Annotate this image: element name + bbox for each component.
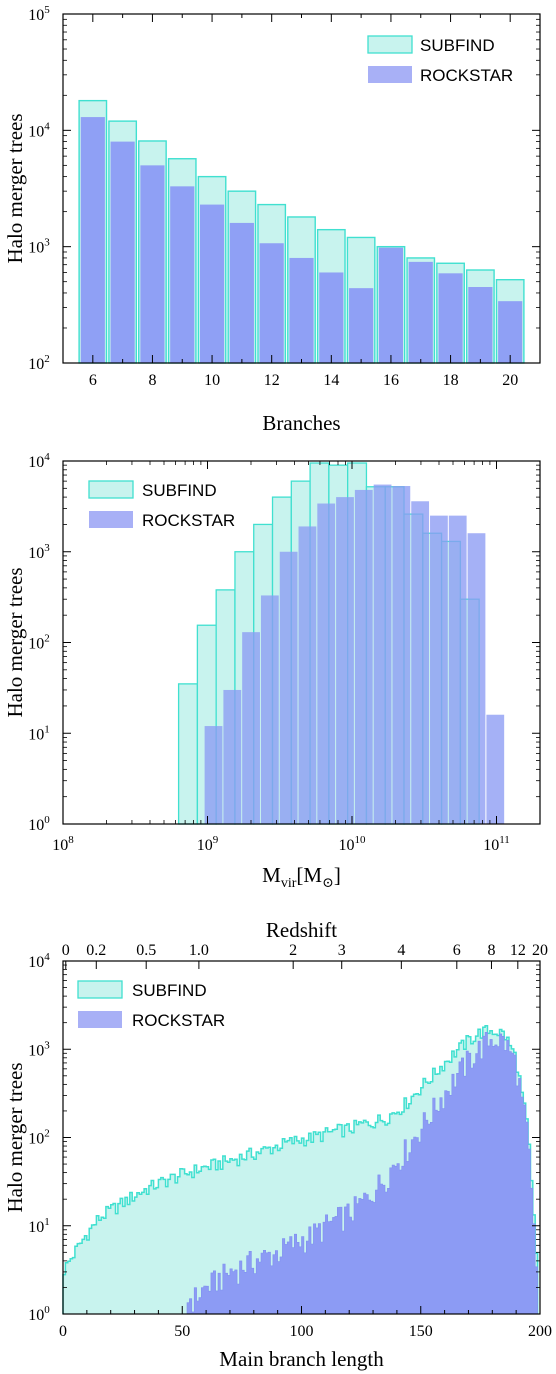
x-tick-label: 8 [148,372,156,389]
bar-rockstar [80,117,105,363]
area-rockstar [63,1032,538,1315]
bar-rockstar [392,486,411,824]
y-tick-label: 104 [28,951,50,971]
bar-rockstar [408,261,433,363]
y-tick-label: 103 [28,237,50,257]
x2-tick-label: 0 [62,942,70,959]
bar-rockstar [336,497,354,824]
bar-rockstar [140,165,165,363]
x-tick-label: 150 [409,1323,433,1340]
y-tick-label: 102 [28,353,50,373]
bar-rockstar [289,257,314,363]
bar-rockstar [430,515,448,824]
x2-tick-label: 4 [397,942,405,959]
x-axis-label: Mvir[M⊙] [262,863,341,891]
x-tick-label: 200 [528,1323,552,1340]
y-axis-label: Halo merger trees [3,567,27,717]
bar-rockstar [110,141,135,363]
y-axis-label: Halo merger trees [3,1062,27,1212]
bar-rockstar [354,489,373,824]
x2-tick-label: 20 [532,942,548,959]
x-axis-label: Main branch length [219,1347,384,1371]
legend-swatch-subfind [367,35,413,54]
bar-rockstar [199,204,225,363]
x-axis-label: Branches [262,411,340,435]
x-tick-label: 50 [174,1323,190,1340]
bar-rockstar [448,515,467,824]
x-tick-label: 109 [197,834,219,854]
x-tick-label: 0 [59,1323,67,1340]
y-tick-label: 104 [28,120,50,140]
legend-swatch-rockstar [368,66,412,83]
x-tick-label: 18 [443,372,459,389]
legend-label-rockstar: ROCKSTAR [420,66,513,85]
legend-label-subfind: SUBFIND [132,981,207,1000]
bar-rockstar [298,526,317,824]
y-tick-label: 100 [28,814,50,834]
bar-rockstar [411,501,430,824]
bar-rockstar [229,222,254,363]
x2-tick-label: 0.2 [86,942,106,959]
mass-panel: 108 109 1010 1011 100 101 102 103 104 Mvir[M⊙] Hal… [3,451,541,891]
y-tick-label: 104 [28,451,50,471]
bar-rockstar [260,595,279,824]
x-tick-label: 1010 [339,834,367,854]
bar-rockstar [223,689,242,824]
bar-rockstar [373,484,392,824]
bar-rockstar [319,272,344,363]
bar-rockstar [259,243,284,363]
bar-rockstar [170,186,195,363]
bar-rockstar [242,632,260,824]
x-tick-label: 20 [502,372,518,389]
legend-swatch-rockstar [89,511,133,528]
x-tick-label: 14 [323,372,339,389]
bar-rockstar [468,287,493,363]
bar-rockstar [317,503,336,824]
y-tick-label: 100 [28,1304,50,1324]
bar-rockstar [378,247,404,363]
bar-rockstar [486,714,505,824]
x2-tick-label: 3 [338,942,346,959]
y-tick-label: 103 [28,542,50,562]
x2-tick-label: 6 [453,942,461,959]
bar-rockstar [438,273,463,363]
x-tick-label: 6 [89,372,97,389]
x2-tick-label: 2 [289,942,297,959]
x2-tick-label: 0.5 [136,942,156,959]
line-subfind [62,1024,539,1315]
y-tick-label: 103 [28,1039,50,1059]
branches-panel: 6 8 10 12 14 16 18 20 102 103 104 105 Branches Halo m… [3,4,541,435]
legend-swatch-subfind [77,980,123,999]
x-tick-label: 10 [204,372,220,389]
y-tick-label: 102 [28,1128,50,1148]
bar-rockstar [498,301,523,363]
main-branch-panel: 0 50 100 150 200 Main branch length 0 0.2 0.5 1.0… [3,918,552,1371]
x2-axis-label: Redshift [266,918,337,942]
legend-label-rockstar: ROCKSTAR [132,1011,225,1030]
bar-rockstar [204,726,223,824]
y-tick-label: 102 [28,633,50,653]
legend-swatch-rockstar [78,1011,122,1028]
x2-tick-label: 1.0 [189,942,209,959]
y-axis-label: Halo merger trees [3,113,27,263]
legend-label-subfind: SUBFIND [420,36,495,55]
x-tick-label: 100 [290,1323,314,1340]
bar-subfind [177,683,199,825]
y-tick-label: 101 [28,723,50,743]
x-tick-label: 108 [52,834,74,854]
bar-rockstar [467,533,486,824]
legend-label-subfind: SUBFIND [142,481,217,500]
x-tick-label: 16 [383,372,399,389]
x-tick-label: 12 [264,372,280,389]
y-tick-label: 101 [28,1216,50,1236]
legend-swatch-subfind [88,480,134,499]
legend-label-rockstar: ROCKSTAR [142,511,235,530]
x-tick-label: 1011 [483,834,510,854]
x2-tick-label: 12 [510,942,526,959]
y-tick-label: 105 [28,4,50,24]
x2-tick-label: 8 [487,942,495,959]
bar-rockstar [279,551,298,824]
bar-rockstar [349,288,374,363]
